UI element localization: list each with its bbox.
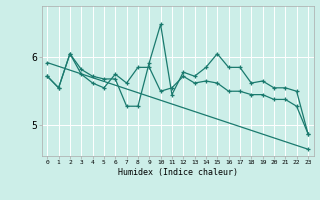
X-axis label: Humidex (Indice chaleur): Humidex (Indice chaleur)	[118, 168, 237, 177]
